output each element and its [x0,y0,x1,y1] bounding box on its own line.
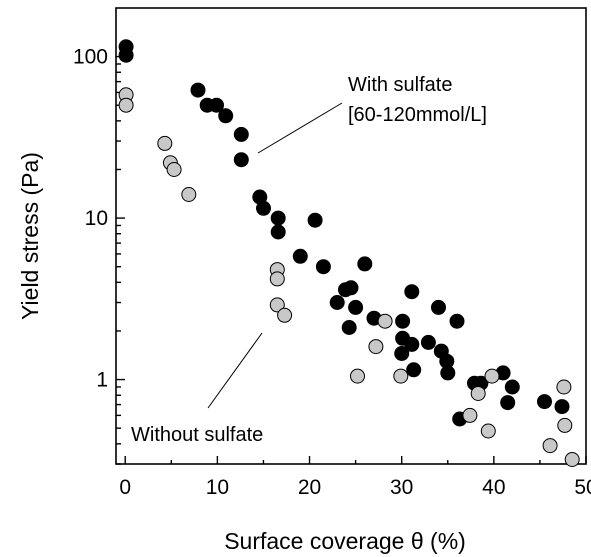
y-tick-label: 100 [73,46,108,69]
without-sulfate-point [181,187,197,202]
data-points [118,39,580,467]
with-sulfate-point [449,313,465,329]
with-sulfate-point [537,394,552,410]
without-sulfate-point [269,271,285,287]
with-sulfate-point [329,295,345,310]
without-sulfate-point [556,379,572,395]
x-tick-label: 50 [574,476,591,499]
without-sulfate-point [377,313,393,329]
x-axis-label: Surface coverage θ (%) [224,528,466,554]
with-sulfate-point [209,97,224,113]
plot-frame [115,7,587,465]
without-sulfate-point [157,135,173,151]
without-sulfate-annotation: Without sulfate [131,424,263,446]
x-tick-label: 30 [390,476,413,499]
with-sulfate-point [431,299,446,315]
with-sulfate-point [292,248,308,264]
with-sulfate-point [233,126,249,142]
x-axis-ticks: 0 10 20 30 40 50 [119,456,591,499]
without-sulfate-point [462,407,478,423]
x-tick-label: 0 [119,476,131,499]
with-sulfate-point [256,200,271,216]
without-sulfate-point [118,97,134,113]
without-sulfate-point [277,307,293,323]
with-sulfate-point [270,210,286,226]
x-tick-label: 10 [206,476,229,499]
y-tick-label: 1 [96,369,108,392]
with-sulfate-point [343,280,359,296]
with-sulfate-point [394,346,410,361]
with-sulfate-point [190,82,206,98]
without-sulfate-point [542,438,558,454]
x-tick-label: 40 [482,476,505,499]
with-sulfate-point [440,365,456,381]
with-sulfate-point [341,320,357,335]
with-sulfate-point [404,284,420,300]
with-sulfate-point [233,152,249,168]
without-sulfate-point [557,417,573,433]
y-axis-label: Yield stress (Pa) [17,152,43,320]
with-sulfate-point [315,259,331,275]
y-axis-ticks: 1 10 100 [73,46,125,465]
without-sulfate-point [480,423,496,439]
with-sulfate-point [420,334,436,350]
with-sulfate-point [504,379,520,395]
with-sulfate-point [307,212,323,228]
with-sulfate-point [270,224,286,240]
without-sulfate-leader-line [207,332,263,409]
with-sulfate-point [406,362,422,378]
without-sulfate-point [470,386,486,401]
with-sulfate-point [500,395,516,411]
without-sulfate-point [269,297,285,313]
without-sulfate-point [166,162,182,177]
with-sulfate-point [395,313,411,329]
without-sulfate-point [350,368,365,384]
x-tick-label: 20 [298,476,321,499]
with-sulfate-leader-line [257,102,343,154]
with-sulfate-point [218,108,234,124]
with-sulfate-annotation: With sulfate [348,74,452,96]
without-sulfate-point [393,368,409,384]
without-sulfate-point [484,368,500,384]
with-sulfate-point [357,256,373,272]
y-tick-label: 10 [85,207,108,230]
with-sulfate-point [554,399,570,415]
without-sulfate-point [564,452,580,467]
with-sulfate-point [118,47,134,63]
without-sulfate-point [368,339,384,355]
with-sulfate-point [348,299,364,315]
with-sulfate-point [404,336,420,352]
with-sulfate-concentration-annotation: [60-120mmol/L] [348,104,487,126]
